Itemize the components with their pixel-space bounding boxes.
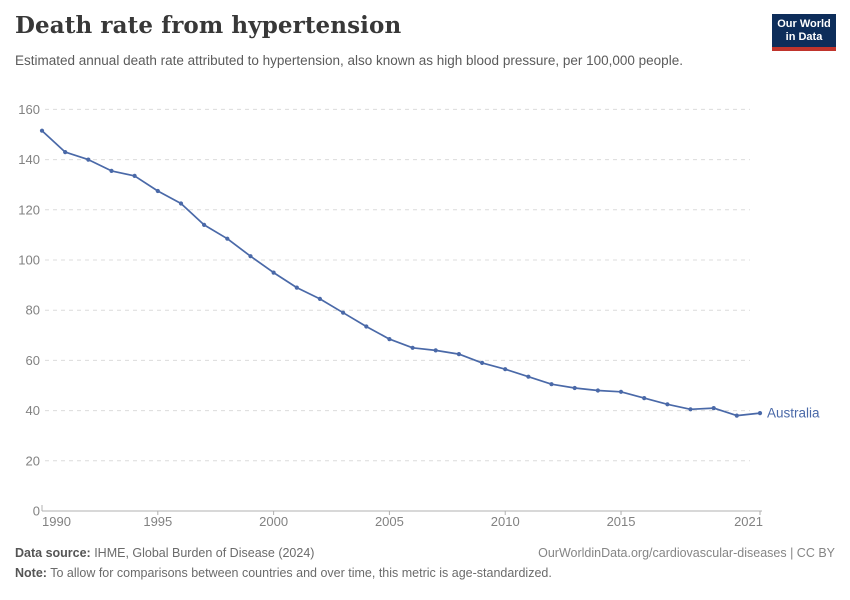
data-point[interactable]	[178, 201, 184, 206]
data-point[interactable]	[109, 168, 114, 173]
note-label: Note:	[15, 566, 47, 580]
data-point[interactable]	[39, 128, 45, 133]
data-point[interactable]	[757, 411, 763, 416]
y-axis-tick-label: 100	[18, 253, 40, 268]
y-axis-tick-label: 160	[18, 102, 40, 117]
data-point[interactable]	[132, 173, 137, 178]
data-point[interactable]	[503, 367, 508, 372]
data-point[interactable]	[86, 157, 91, 162]
data-point[interactable]	[317, 296, 322, 301]
footer-source-row: Data source: IHME, Global Burden of Dise…	[15, 543, 835, 563]
line-chart[interactable]: 0 20 40 60 80 100 120 140 160 1990 1995 2000 2005 201…	[0, 95, 850, 540]
data-point[interactable]	[294, 285, 299, 290]
data-point[interactable]	[711, 406, 716, 411]
x-axis-tick-label: 2015	[607, 514, 636, 529]
data-point[interactable]	[549, 382, 554, 387]
data-point[interactable]	[618, 389, 624, 394]
series-entity-label[interactable]: Australia	[767, 406, 820, 421]
data-source-text: Data source: IHME, Global Burden of Dise…	[15, 546, 315, 560]
data-point[interactable]	[456, 352, 461, 357]
owid-logo-line1: Our World	[777, 17, 831, 30]
data-point[interactable]	[155, 188, 160, 194]
owid-logo[interactable]: Our World in Data	[772, 14, 836, 51]
y-axis-tick-label: 80	[26, 303, 40, 318]
x-axis-tick-label: 2000	[259, 514, 288, 529]
data-point[interactable]	[665, 402, 670, 407]
data-point[interactable]	[433, 348, 438, 353]
x-axis-tick-label: 2010	[491, 514, 520, 529]
y-axis-tick-label: 60	[26, 353, 40, 368]
y-axis-tick-label: 40	[26, 403, 40, 418]
data-point[interactable]	[364, 324, 369, 329]
chart-footer: Data source: IHME, Global Burden of Dise…	[15, 543, 835, 583]
data-point[interactable]	[595, 388, 601, 393]
y-axis-tick-label: 140	[18, 152, 40, 167]
data-point[interactable]	[271, 270, 276, 275]
data-point[interactable]	[387, 337, 392, 342]
data-source-label: Data source:	[15, 546, 91, 560]
data-point[interactable]	[734, 413, 739, 418]
chart-subtitle: Estimated annual death rate attributed t…	[15, 53, 683, 68]
data-point[interactable]	[341, 310, 346, 315]
x-axis-tick-label: 1990	[42, 514, 71, 529]
data-point[interactable]	[63, 150, 68, 155]
data-point[interactable]	[202, 222, 207, 227]
x-axis-tick-label: 1995	[143, 514, 172, 529]
owid-logo-line2: in Data	[785, 30, 823, 43]
y-axis-tick-label: 120	[18, 202, 40, 217]
data-point[interactable]	[410, 345, 415, 350]
page-title: Death rate from hypertension	[15, 12, 402, 39]
data-point[interactable]	[225, 236, 230, 241]
note-text: Note: To allow for comparisons between c…	[15, 566, 552, 580]
x-axis-tick-label: 2021	[734, 514, 763, 529]
data-point[interactable]	[248, 254, 253, 259]
series-line[interactable]	[41, 129, 761, 417]
footer-note-row: Note: To allow for comparisons between c…	[15, 563, 835, 583]
y-axis-tick-label: 20	[26, 453, 40, 468]
y-axis-tick-label: 0	[33, 504, 40, 519]
data-point[interactable]	[526, 374, 531, 379]
attribution-text: OurWorldinData.org/cardiovascular-diseas…	[538, 546, 835, 560]
data-point[interactable]	[688, 407, 693, 412]
x-axis-tick-label: 2005	[375, 514, 404, 529]
data-point[interactable]	[480, 360, 485, 365]
data-point[interactable]	[642, 396, 647, 401]
data-point[interactable]	[572, 385, 577, 391]
